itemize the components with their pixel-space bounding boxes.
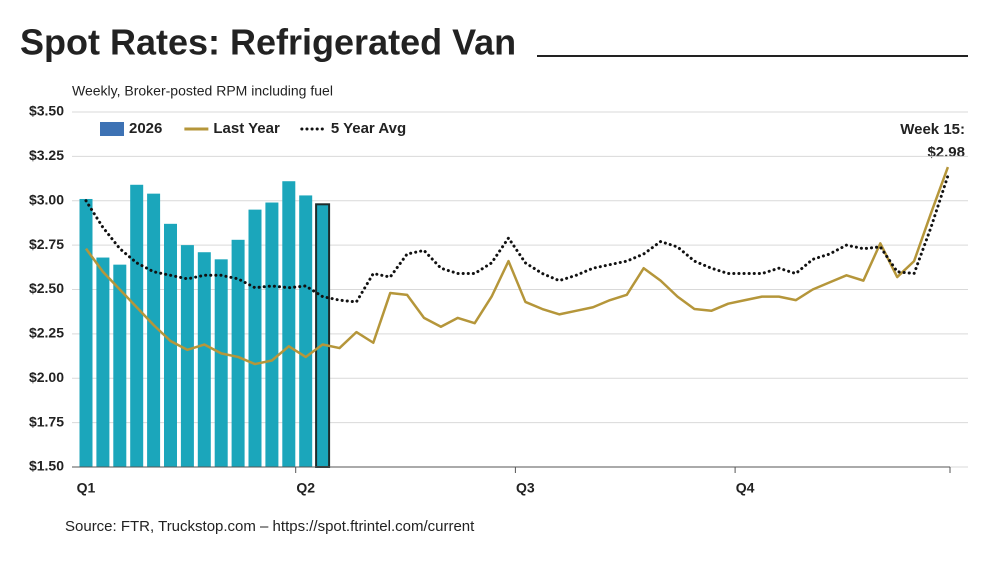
y-tick-label: $2.75 bbox=[29, 236, 64, 252]
series-line bbox=[84, 174, 950, 304]
bar bbox=[79, 198, 93, 467]
bar bbox=[315, 203, 331, 469]
bar bbox=[164, 223, 177, 467]
x-tick-label: Q1 bbox=[77, 480, 96, 496]
legend-label: 2026 bbox=[129, 120, 162, 137]
y-tick-label: $3.50 bbox=[29, 103, 64, 119]
y-tick-label: $3.25 bbox=[29, 147, 64, 163]
x-tick-label: Q2 bbox=[296, 480, 315, 496]
bar bbox=[197, 252, 211, 467]
bar bbox=[299, 195, 313, 468]
bar bbox=[113, 264, 127, 467]
chart-subtitle: Weekly, Broker-posted RPM including fuel bbox=[72, 83, 333, 99]
series-line bbox=[84, 166, 950, 366]
y-tick-label: $1.75 bbox=[29, 413, 64, 429]
bar bbox=[282, 181, 296, 467]
x-tick-label: Q4 bbox=[736, 480, 755, 496]
bar bbox=[214, 259, 228, 467]
bar bbox=[130, 184, 144, 467]
bar bbox=[96, 257, 110, 467]
legend-label: 5 Year Avg bbox=[331, 120, 406, 137]
legend-label: Last Year bbox=[213, 120, 280, 137]
y-tick-label: $3.00 bbox=[29, 191, 64, 207]
bar bbox=[265, 202, 279, 467]
legend-swatch bbox=[100, 122, 124, 136]
y-tick-label: $2.00 bbox=[29, 369, 64, 385]
bar bbox=[231, 239, 245, 467]
x-tick-label: Q3 bbox=[516, 480, 535, 496]
y-tick-label: $2.25 bbox=[29, 325, 64, 341]
chart-title: Spot Rates: Refrigerated Van bbox=[20, 22, 516, 63]
y-tick-label: $1.50 bbox=[29, 458, 64, 474]
annotation: $2.98 bbox=[927, 144, 965, 161]
annotation: Week 15: bbox=[900, 121, 965, 138]
y-tick-label: $2.50 bbox=[29, 280, 64, 296]
bar bbox=[180, 245, 194, 467]
source-note: Source: FTR, Truckstop.com – https://spo… bbox=[65, 518, 475, 535]
bar bbox=[248, 209, 262, 467]
bar bbox=[147, 193, 161, 467]
